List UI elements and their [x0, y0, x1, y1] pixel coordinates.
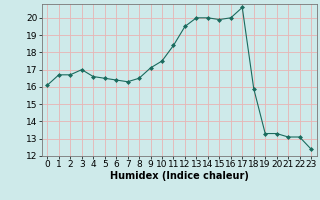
X-axis label: Humidex (Indice chaleur): Humidex (Indice chaleur) — [110, 171, 249, 181]
